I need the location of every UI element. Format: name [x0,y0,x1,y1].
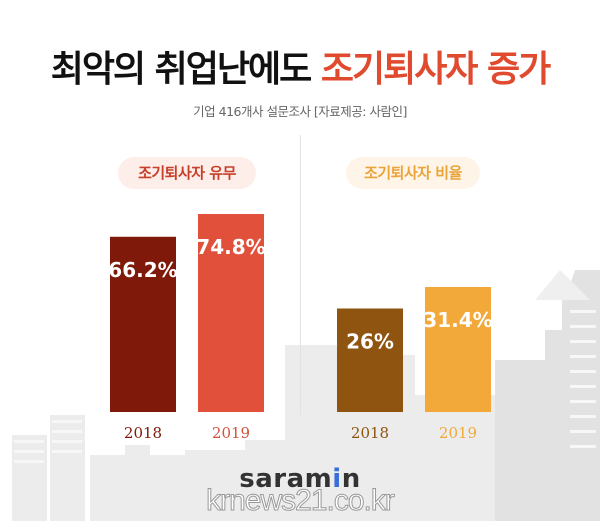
data-label-right-2019: 31.4% [423,308,492,332]
bar-left-2019 [198,214,264,412]
data-label-right-2018: 26% [346,329,394,353]
logo-text-post: n [341,464,361,494]
x-tick-right-2019: 2019 [439,424,477,442]
saramin-logo: saramin [0,464,600,494]
x-tick-left-2019: 2019 [212,424,250,442]
watermark: krnews21.co.kr [206,484,396,518]
x-tick-left-2018: 2018 [124,424,162,442]
bar-left-2018 [110,236,176,412]
logo-text-i: i [332,464,342,494]
chart-divider [300,135,301,415]
title-accent: 조기퇴사자 증가 [320,49,551,90]
subtitle: 기업 416개사 설문조사 [자료제공: 사람인] [193,104,407,119]
page-title: 최악의 취업난에도 조기퇴사자 증가 [0,40,600,92]
data-label-left-2019: 74.8% [196,235,265,259]
logo-text-pre: saram [239,464,333,494]
bar-right-2018 [337,308,403,412]
chart-title-right: 조기퇴사자 비율 [346,157,480,189]
bar-right-2019 [425,287,491,412]
chart-title-left: 조기퇴사자 유무 [118,157,256,189]
x-tick-right-2018: 2018 [351,424,389,442]
data-label-left-2018: 66.2% [108,258,177,282]
title-main: 최악의 취업난에도 [50,49,312,90]
